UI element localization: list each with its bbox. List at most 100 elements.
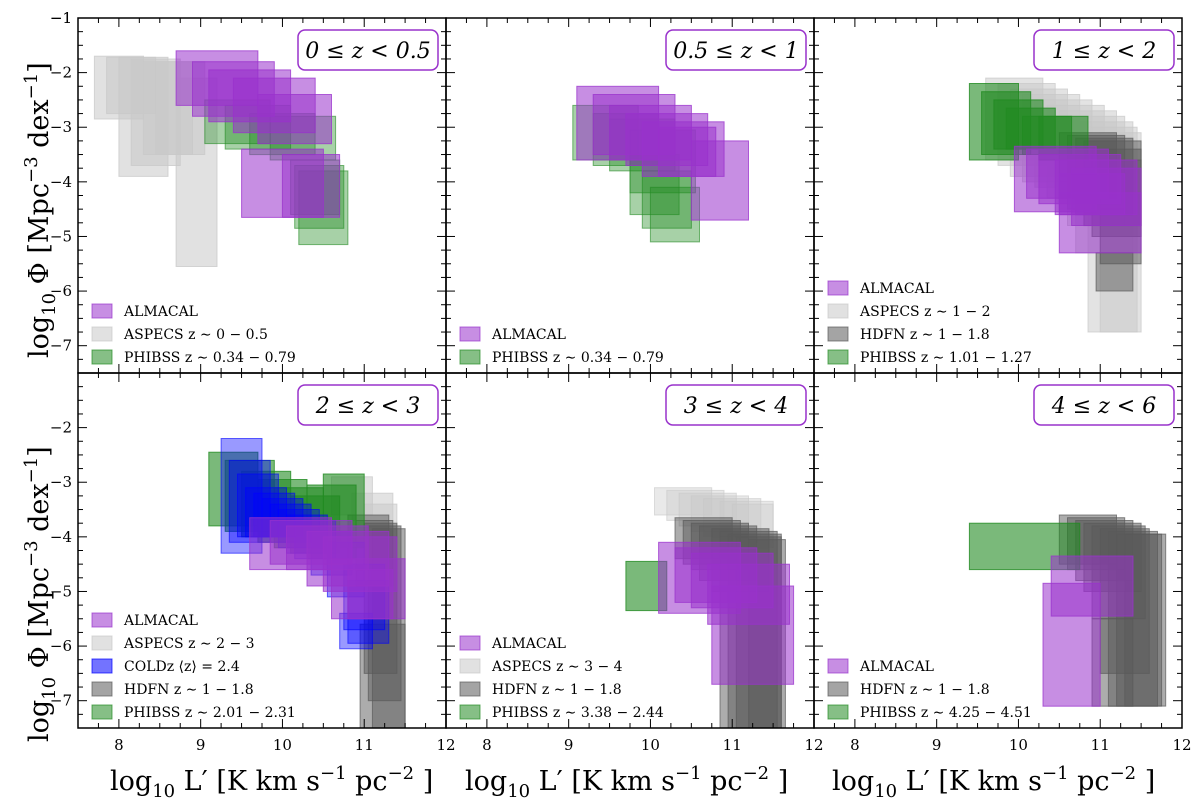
x-tick-label: 10 [273, 736, 292, 754]
series-almacal [1042, 555, 1134, 707]
panel-3: 1 ≤ z < 2 ALMACAL ASPECS z ∼ 1 − 2 HDFN z ∼… [813, 17, 1183, 374]
legend-swatch [91, 612, 113, 628]
legend-entry: ALMACAL [827, 280, 934, 297]
x-axis-title-middle: log10 L′ [K km s−1 pc−2 ] [465, 763, 788, 802]
y-tick-label: −1 [50, 9, 72, 27]
panel-2: 0.5 ≤ z < 1 ALMACAL PHIBSS z ∼ 0.34 − 0.79 [445, 17, 815, 374]
y-tick-label: −4 [50, 173, 72, 191]
legend-swatch [91, 658, 113, 674]
data-box [1050, 555, 1134, 617]
data-box [711, 585, 795, 685]
legend-entry: HDFN z ∼ 1 − 1.8 [827, 681, 990, 698]
y-tick-label: −5 [50, 582, 72, 600]
legend-label: PHIBSS z ∼ 2.01 − 2.31 [124, 705, 296, 721]
legend-swatch [827, 349, 849, 365]
legend-entry: ALMACAL [827, 658, 934, 675]
x-tick-label: 11 [723, 736, 742, 754]
x-tick-label: 9 [196, 736, 206, 754]
legend-entry: ASPECS z ∼ 0 − 0.5 [91, 326, 268, 343]
x-tick-label: 9 [564, 736, 574, 754]
legend-swatch [459, 681, 481, 697]
series-almacal [1013, 145, 1142, 254]
redshift-label-box [1033, 29, 1175, 71]
redshift-label: 1 ≤ z < 2 [1052, 39, 1156, 64]
y-tick-label: −7 [50, 337, 72, 355]
legend-entry: PHIBSS z ∼ 0.34 − 0.79 [91, 349, 296, 366]
legend-swatch [459, 326, 481, 342]
y-axis-title-bottom: log10 Φ [Mpc−3 dex−1] [21, 446, 60, 742]
x-tick-label: 11 [355, 736, 374, 754]
y-tick-label: −2 [50, 64, 72, 82]
y-tick-label: −3 [50, 473, 72, 491]
x-tick-label: 8 [850, 736, 860, 754]
y-tick-label: −3 [50, 118, 72, 136]
data-box [281, 154, 341, 218]
redshift-label-box [665, 384, 807, 426]
y-tick-label: −5 [50, 227, 72, 245]
legend-label: PHIBSS z ∼ 1.01 − 1.27 [860, 350, 1032, 366]
legend-label: HDFN z ∼ 1 − 1.8 [860, 327, 990, 343]
series-almacal [658, 541, 795, 685]
redshift-label: 0.5 ≤ z < 1 [673, 39, 798, 64]
legend-swatch [91, 704, 113, 720]
x-axis-title: log10 L′ [K km s−1 pc−2 ] [110, 763, 433, 802]
x-axis-title: log10 L′ [K km s−1 pc−2 ] [465, 763, 788, 802]
legend-swatch [459, 658, 481, 674]
y-tick-label: −4 [50, 528, 72, 546]
y-tick-label: −7 [50, 692, 72, 710]
data-box [654, 487, 713, 516]
legend-entry: ALMACAL [91, 303, 198, 320]
y-axis-title: log10 Φ [Mpc−3 dex−1] [21, 62, 60, 358]
x-tick-label: 12 [1172, 736, 1191, 754]
legend-label: PHIBSS z ∼ 0.34 − 0.79 [124, 350, 296, 366]
x-tick-label: 8 [114, 736, 124, 754]
y-axis-title-top: log10 Φ [Mpc−3 dex−1] [21, 62, 60, 358]
legend-entry: HDFN z ∼ 1 − 1.8 [459, 681, 622, 698]
legend-label: PHIBSS z ∼ 4.25 − 4.51 [860, 705, 1032, 721]
redshift-label: 0 ≤ z < 0.5 [305, 39, 430, 64]
legend-label: PHIBSS z ∼ 3.38 − 2.44 [492, 705, 664, 721]
y-tick-label: −1 [50, 9, 72, 27]
redshift-label-box [297, 29, 439, 71]
x-axis-title: log10 L′ [K km s−1 pc−2 ] [832, 763, 1155, 802]
x-tick-label: 11 [1091, 736, 1110, 754]
data-box [347, 569, 394, 620]
legend-entry: ASPECS z ∼ 2 − 3 [91, 635, 255, 652]
y-tick-label: −6 [50, 637, 72, 655]
data-box [690, 140, 749, 221]
legend-swatch [91, 349, 113, 365]
legend-label: ALMACAL [491, 636, 566, 652]
legend-entry: ASPECS z ∼ 3 − 4 [459, 658, 623, 675]
legend-swatch [827, 681, 849, 697]
x-axis-title-right: log10 L′ [K km s−1 pc−2 ] [832, 763, 1155, 802]
y-tick-label: −2 [50, 419, 72, 437]
legend-label: ALMACAL [123, 613, 198, 629]
legend-label: HDFN z ∼ 1 − 1.8 [124, 682, 254, 698]
legend-swatch [459, 349, 481, 365]
legend-label: PHIBSS z ∼ 0.34 − 0.79 [492, 350, 664, 366]
x-tick-label: 12 [804, 736, 823, 754]
panel-grid: −1−2−3−4−5−6−7−10 ≤ z < 0.5ALMACALASPECS… [50, 9, 1192, 754]
legend-swatch [459, 704, 481, 720]
redshift-label: 4 ≤ z < 6 [1051, 394, 1156, 419]
legend-swatch [91, 303, 113, 319]
series-almacal [175, 50, 341, 218]
legend-label: ALMACAL [859, 659, 934, 675]
series-almacal [576, 85, 749, 221]
legend-label: ASPECS z ∼ 0 − 0.5 [123, 327, 268, 343]
x-tick-label: 10 [1009, 736, 1028, 754]
legend-label: ASPECS z ∼ 2 − 3 [123, 636, 255, 652]
legend-swatch [827, 326, 849, 342]
legend-swatch [827, 280, 849, 296]
legend-swatch [459, 635, 481, 651]
data-box [1058, 192, 1142, 254]
legend-label: ALMACAL [491, 327, 566, 343]
legend-entry: COLDz ⟨z⟩ = 2.4 [91, 658, 240, 675]
legend-label: HDFN z ∼ 1 − 1.8 [492, 682, 622, 698]
data-box [1095, 252, 1134, 292]
x-tick-label: 8 [482, 736, 492, 754]
legend-entry: PHIBSS z ∼ 4.25 − 4.51 [827, 704, 1032, 721]
legend-entry: PHIBSS z ∼ 2.01 − 2.31 [91, 704, 296, 721]
legend-label: ASPECS z ∼ 1 − 2 [859, 304, 991, 320]
